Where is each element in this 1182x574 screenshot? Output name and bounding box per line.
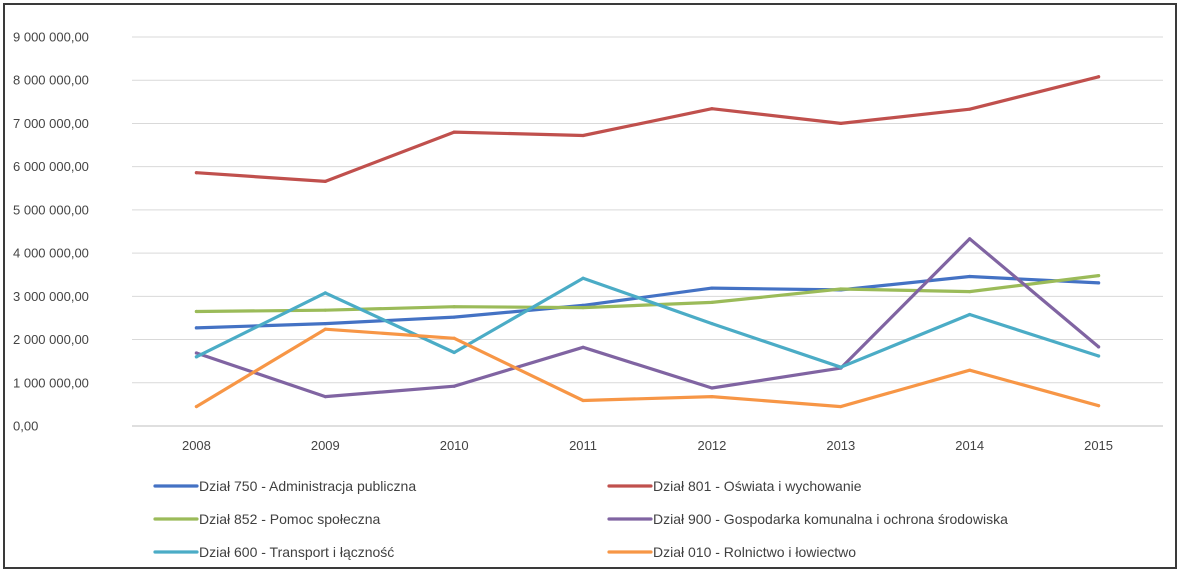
data-point [194, 355, 199, 359]
data-point [968, 312, 972, 317]
data-point [452, 130, 456, 134]
y-tick-label: 4 000 000,00 [13, 246, 89, 261]
data-point [452, 336, 456, 340]
data-point [710, 386, 714, 390]
legend-label: Dział 852 - Pomoc społeczna [199, 511, 381, 527]
data-point [194, 326, 199, 330]
data-point [452, 315, 456, 319]
data-point [323, 179, 327, 183]
data-point [452, 350, 456, 355]
data-point [452, 305, 456, 309]
data-point [710, 321, 714, 326]
x-tick-label: 2010 [440, 438, 469, 453]
data-point [1096, 404, 1101, 408]
data-point [710, 286, 714, 290]
legend-item: Dział 801 - Oświata i wychowanie [607, 478, 862, 494]
legend-label: Dział 801 - Oświata i wychowanie [653, 478, 862, 494]
y-tick-label: 0,00 [13, 419, 38, 434]
series-line [194, 274, 1101, 330]
legend-item: Dział 852 - Pomoc społeczna [153, 511, 381, 527]
y-tick-label: 3 000 000,00 [13, 289, 89, 304]
x-tick-label: 2012 [697, 438, 726, 453]
data-point [194, 351, 199, 355]
series-line [194, 327, 1101, 409]
data-point [1096, 281, 1101, 285]
data-point [839, 287, 843, 291]
data-point [194, 404, 199, 409]
data-point [968, 368, 972, 372]
data-point [194, 171, 199, 175]
legend-label: Dział 010 - Rolnictwo i łowiectwo [653, 544, 856, 560]
data-point [710, 395, 714, 399]
data-point [323, 291, 327, 295]
x-tick-label: 2014 [955, 438, 984, 453]
series-line [194, 75, 1101, 183]
legend-label: Dział 600 - Transport i łączność [199, 544, 394, 560]
data-point [839, 121, 843, 126]
data-point [968, 289, 972, 294]
data-point [194, 309, 199, 314]
y-tick-label: 5 000 000,00 [13, 202, 89, 217]
data-point [581, 133, 585, 138]
data-point [710, 300, 714, 304]
data-point [323, 395, 327, 399]
y-tick-label: 9 000 000,00 [13, 30, 89, 45]
y-tick-label: 1 000 000,00 [13, 375, 89, 390]
data-point [839, 365, 843, 369]
y-tick-label: 8 000 000,00 [13, 73, 89, 88]
series-lines [194, 75, 1101, 409]
legend-item: Dział 010 - Rolnictwo i łowiectwo [607, 544, 856, 560]
legend-item: Dział 750 - Administracja publiczna [153, 478, 416, 494]
series-line [194, 276, 1101, 369]
y-axis-ticks: 0,00 1 000 000,00 2 000 000,00 3 000 000,00… [13, 30, 89, 434]
data-point [1096, 354, 1101, 358]
legend: Dział 750 - Administracja publiczna Dział… [153, 478, 1008, 560]
x-tick-label: 2009 [311, 438, 340, 453]
data-point [1096, 273, 1101, 278]
data-point [323, 327, 327, 331]
data-point [323, 321, 327, 326]
data-point [839, 404, 843, 409]
data-point [710, 107, 714, 111]
x-tick-label: 2011 [569, 438, 597, 453]
y-tick-label: 2 000 000,00 [13, 332, 89, 347]
chart-frame: 0,00 1 000 000,00 2 000 000,00 3 000 000,00… [3, 3, 1177, 569]
data-point [581, 398, 585, 403]
data-point [968, 237, 972, 241]
line-chart: 0,00 1 000 000,00 2 000 000,00 3 000 000,00… [13, 30, 1163, 560]
data-point [581, 305, 585, 310]
legend-item: Dział 900 - Gospodarka komunalna i ochro… [607, 511, 1008, 527]
y-tick-label: 6 000 000,00 [13, 159, 89, 174]
x-tick-label: 2008 [182, 438, 211, 453]
data-point [968, 274, 972, 279]
x-tick-label: 2013 [826, 438, 855, 453]
y-tick-label: 7 000 000,00 [13, 116, 89, 131]
data-point [581, 276, 585, 280]
series-line [194, 237, 1101, 399]
legend-label: Dział 900 - Gospodarka komunalna i ochro… [653, 511, 1008, 527]
data-point [581, 345, 585, 349]
legend-item: Dział 600 - Transport i łączność [153, 544, 394, 560]
data-point [452, 384, 456, 388]
x-tick-label: 2015 [1084, 438, 1113, 453]
legend-label: Dział 750 - Administracja publiczna [199, 478, 416, 494]
data-point [1096, 345, 1101, 349]
series-line [194, 274, 1101, 314]
data-point [1096, 75, 1101, 79]
x-axis-ticks: 2008 2009 2010 2011 2012 2013 2014 2015 [182, 438, 1113, 453]
data-point [968, 107, 972, 111]
data-point [323, 308, 327, 312]
gridlines [132, 36, 1163, 427]
